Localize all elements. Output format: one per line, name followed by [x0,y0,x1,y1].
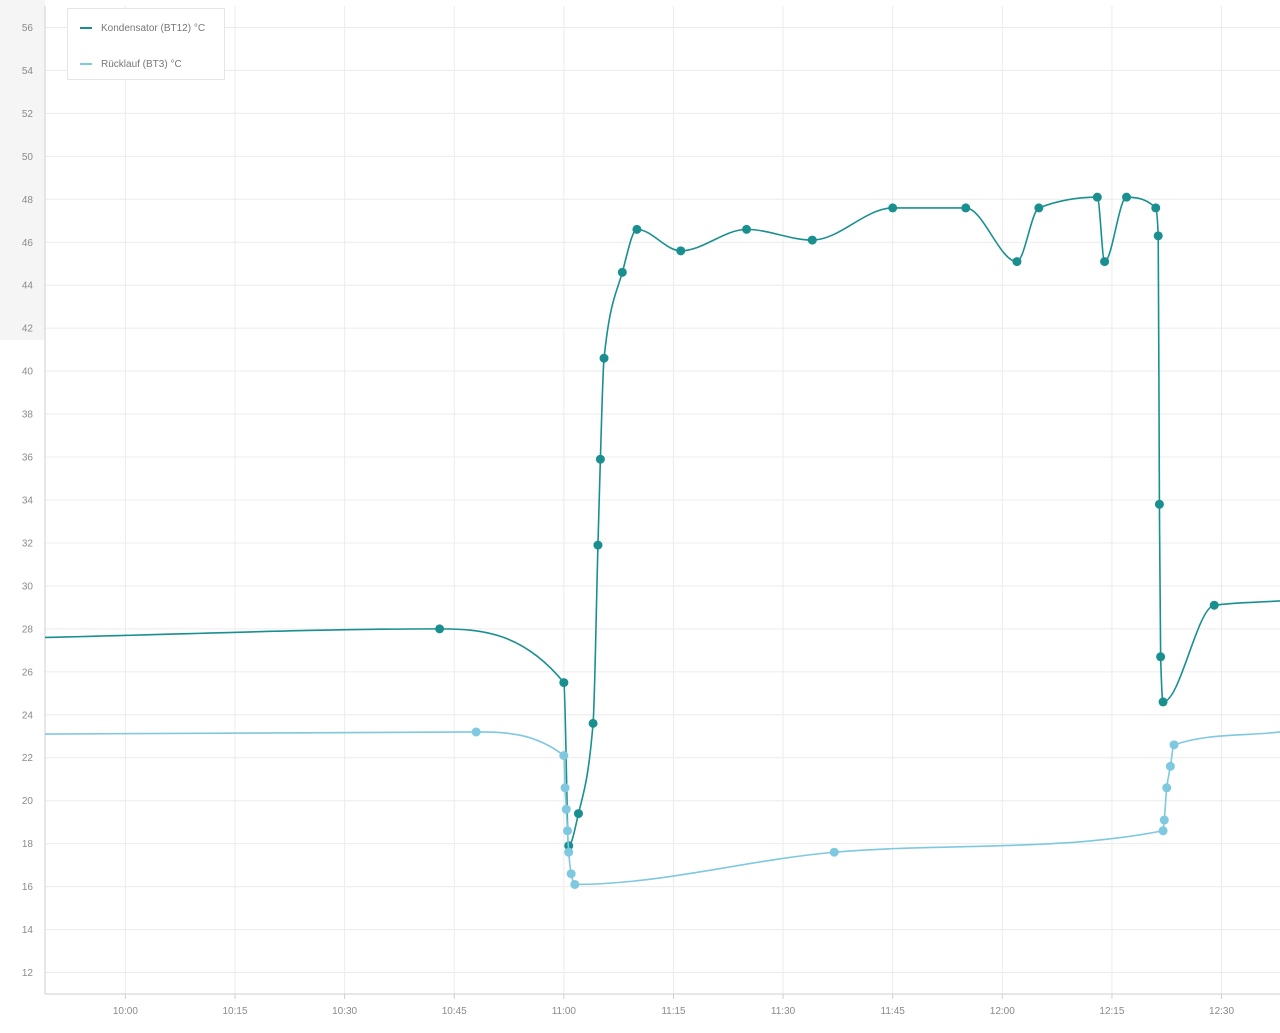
y-tick-label: 22 [22,753,34,764]
y-tick-label: 40 [22,367,34,378]
legend-swatch-ruecklauf [80,63,92,65]
data-point[interactable] [471,727,481,737]
y-tick-label: 14 [22,925,34,936]
series-layer [44,192,1280,889]
y-tick-label: 36 [22,453,34,464]
series-line-0 [44,196,1280,847]
y-tick-label: 48 [22,195,34,206]
legend-item-kondensator[interactable]: Kondensator (BT12) °C [80,21,205,35]
series-1 [44,727,1280,889]
y-tick-label: 26 [22,667,34,678]
data-point[interactable] [676,246,686,256]
y-tick-label: 50 [22,152,34,163]
data-point[interactable] [564,847,574,857]
x-tick-label: 12:30 [1209,1006,1234,1017]
y-tick-label: 30 [22,581,34,592]
data-point[interactable] [559,751,569,761]
legend-swatch-kondensator [80,27,92,29]
data-point[interactable] [632,224,642,234]
y-tick-label: 38 [22,410,34,421]
data-point[interactable] [1151,203,1161,213]
y-tick-label: 44 [22,281,34,292]
y-tick-label: 28 [22,624,34,635]
y-tick-label: 16 [22,882,34,893]
x-tick-label: 11:45 [881,1006,906,1017]
data-point[interactable] [1159,815,1169,825]
y-tick-label: 24 [22,710,34,721]
x-tick-label: 10:00 [113,1006,138,1017]
x-tick-label: 12:00 [990,1006,1015,1017]
data-point[interactable] [435,624,445,634]
x-tick-label: 11:30 [771,1006,796,1017]
data-point[interactable] [1169,740,1179,750]
data-point[interactable] [573,809,583,819]
y-tick-label: 54 [22,66,34,77]
legend: Kondensator (BT12) °C Rücklauf (BT3) °C [67,8,225,80]
data-point[interactable] [888,203,898,213]
y-tick-label: 34 [22,496,34,507]
y-tick-label: 42 [22,324,34,335]
data-point[interactable] [593,540,603,550]
data-point[interactable] [807,235,817,245]
data-point[interactable] [560,783,570,793]
y-tick-label: 18 [22,839,34,850]
data-point[interactable] [566,869,576,879]
data-point[interactable] [1158,697,1168,707]
data-point[interactable] [1165,761,1175,771]
data-point[interactable] [561,804,571,814]
data-point[interactable] [1158,826,1168,836]
data-point[interactable] [563,826,572,836]
legend-label-ruecklauf: Rücklauf (BT3) °C [101,58,182,70]
data-point[interactable] [1092,192,1102,202]
data-point[interactable] [1154,499,1164,509]
axes: 12 14 16 18 20 22 24 26 28 30 32 34 36 38 40 42 44 46 48 50… [22,6,1280,1017]
y-tick-label: 52 [22,109,34,120]
data-point[interactable] [588,718,598,728]
y-tick-label: 12 [22,968,34,979]
data-point[interactable] [1034,203,1044,213]
y-tick-label: 32 [22,538,34,549]
data-point[interactable] [570,879,580,889]
data-point[interactable] [1012,257,1022,267]
data-point[interactable] [742,224,752,234]
data-point[interactable] [559,678,569,688]
data-point[interactable] [1153,231,1163,241]
y-tick-label: 56 [22,23,34,34]
data-point[interactable] [1156,652,1166,662]
data-point[interactable] [1162,783,1172,793]
grid [45,6,1280,994]
x-tick-label: 10:45 [442,1006,467,1017]
data-point[interactable] [1209,600,1219,610]
x-tick-label: 10:30 [332,1006,357,1017]
data-point[interactable] [599,353,609,363]
legend-label-kondensator: Kondensator (BT12) °C [101,22,206,34]
x-tick-label: 12:15 [1099,1006,1124,1017]
y-tick-label: 20 [22,796,34,807]
series-0 [44,192,1280,851]
data-point[interactable] [1100,257,1110,267]
data-point[interactable] [617,267,627,277]
x-tick-label: 11:00 [552,1006,577,1017]
series-line-1 [44,731,1280,886]
data-point[interactable] [1122,192,1132,202]
data-point[interactable] [595,454,605,464]
y-tick-label: 46 [22,238,34,249]
legend-item-ruecklauf[interactable]: Rücklauf (BT3) °C [80,57,182,71]
data-point[interactable] [829,847,839,857]
side-panel [0,0,45,340]
x-tick-label: 11:15 [661,1006,686,1017]
data-point[interactable] [961,203,971,213]
x-tick-label: 10:15 [222,1006,247,1017]
